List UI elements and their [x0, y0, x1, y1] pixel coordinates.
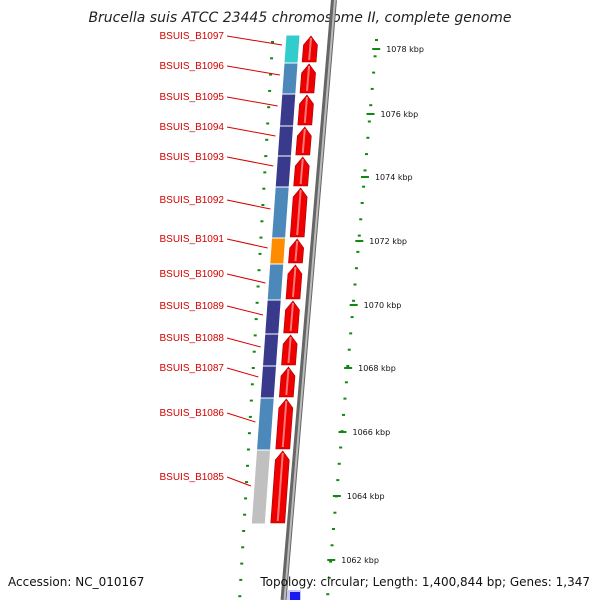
cds-arrow-shine: [299, 158, 304, 185]
leader-line: [226, 65, 280, 76]
scale-label: 1064 kbp: [347, 492, 385, 501]
gene-feature: [276, 125, 295, 157]
gene-feature: [264, 299, 282, 335]
gene-label[interactable]: BSUIS_B1093: [160, 152, 225, 163]
gene-block[interactable]: [266, 263, 285, 301]
gene-feature: [281, 62, 299, 95]
gene-block[interactable]: [279, 93, 297, 127]
gene-block[interactable]: [259, 365, 278, 399]
leader-line: [226, 305, 264, 316]
scale-label: 1066 kbp: [353, 428, 391, 437]
origin-marker-core: [290, 592, 300, 600]
leader-line: [226, 199, 271, 210]
scale-label: 1072 kbp: [369, 237, 407, 246]
cds-arrow-track: [270, 35, 318, 524]
gene-label[interactable]: BSUIS_B1096: [160, 61, 225, 72]
gene-block[interactable]: [283, 34, 301, 64]
gene-feature: [261, 333, 280, 367]
leader-line: [226, 35, 283, 46]
gene-feature: [279, 93, 297, 127]
cds-arrow-shine: [276, 452, 284, 522]
cds-arrow-shine: [291, 266, 297, 298]
inner-scale-ticks: [238, 41, 274, 598]
gene-block[interactable]: [274, 155, 292, 188]
leader-line: [226, 367, 259, 378]
gene-block[interactable]: [255, 397, 275, 451]
genome-summary: Topology: circular; Length: 1,400,844 bp…: [260, 575, 590, 589]
scale-label: 1070 kbp: [364, 301, 402, 310]
scale-label: 1078 kbp: [386, 45, 424, 54]
scale-label: 1076 kbp: [380, 110, 418, 119]
gene-block[interactable]: [281, 62, 299, 95]
gene-label[interactable]: BSUIS_B1091: [160, 234, 225, 245]
outer-scale-ticks: [326, 39, 378, 596]
gene-track: [250, 34, 301, 525]
gene-label[interactable]: BSUIS_B1094: [160, 122, 225, 133]
gene-block[interactable]: [276, 125, 295, 157]
gene-feature: [259, 365, 278, 399]
leader-line: [226, 238, 268, 249]
backbone-highlight: [283, 0, 336, 600]
gene-label[interactable]: BSUIS_B1088: [160, 333, 225, 344]
leader-line: [226, 412, 256, 423]
cds-arrow-shine: [296, 189, 302, 236]
gene-label[interactable]: BSUIS_B1086: [160, 408, 225, 419]
leader-line: [226, 337, 261, 348]
gene-label[interactable]: BSUIS_B1090: [160, 269, 225, 280]
cds-arrow-shine: [289, 302, 294, 332]
label-leader-lines: [226, 35, 283, 487]
cds-arrow-shine: [308, 37, 312, 61]
cds-arrow-shine: [294, 240, 299, 262]
cds-arrow-shine: [287, 336, 292, 364]
gene-block[interactable]: [269, 237, 287, 265]
gene-label[interactable]: BSUIS_B1089: [160, 301, 225, 312]
accession-label: Accession: NC_010167: [8, 575, 145, 589]
cds-arrow-shine: [281, 400, 288, 448]
scale-label: 1074 kbp: [375, 173, 413, 182]
cds-arrow-shine: [305, 65, 311, 92]
leader-line: [226, 96, 278, 107]
gene-feature: [283, 34, 301, 64]
gene-block[interactable]: [261, 333, 280, 367]
scale-label: 1068 kbp: [358, 364, 396, 373]
scale-labels: 1078 kbp 1076 kbp 1074 kbp 1072 kbp 1070 kbp…: [327, 45, 424, 565]
gene-feature: [269, 237, 287, 265]
gene-block[interactable]: [250, 449, 272, 525]
gene-label[interactable]: BSUIS_B1095: [160, 92, 225, 103]
gene-feature: [271, 186, 290, 239]
leader-line: [226, 273, 266, 284]
leader-line: [226, 126, 276, 137]
gene-feature: [266, 263, 285, 301]
chromosome-backbone: [280, 0, 337, 600]
cds-arrow-shine: [303, 96, 308, 124]
gene-labels: BSUIS_B1097 BSUIS_B1096 BSUIS_B1095 BSUIS_B…: [160, 31, 225, 483]
leader-line: [226, 156, 274, 167]
gene-block[interactable]: [264, 299, 282, 335]
gene-label[interactable]: BSUIS_B1092: [160, 195, 225, 206]
gene-label[interactable]: BSUIS_B1087: [160, 363, 225, 374]
gene-feature: [255, 397, 275, 451]
genome-title: Brucella suis ATCC 23445 chromosome II, …: [88, 10, 512, 26]
scale-label: 1062 kbp: [341, 556, 379, 565]
cds-arrow-shine: [285, 368, 290, 396]
gene-label[interactable]: BSUIS_B1097: [160, 31, 225, 42]
gene-feature: [250, 449, 272, 525]
gene-label[interactable]: BSUIS_B1085: [160, 472, 225, 483]
gene-feature: [274, 155, 292, 188]
gene-block[interactable]: [271, 186, 290, 239]
leader-line: [226, 476, 252, 487]
cds-arrow-shine: [301, 128, 306, 154]
